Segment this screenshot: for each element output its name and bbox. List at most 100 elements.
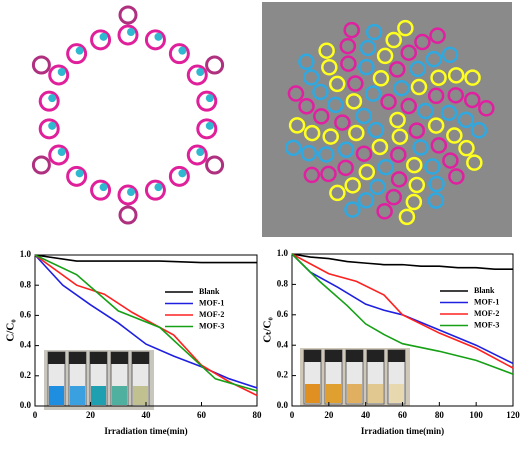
fragment (425, 50, 443, 68)
fragment (345, 93, 363, 110)
fragment (372, 70, 390, 87)
fragment (298, 97, 315, 115)
x-tick-label: 0 (290, 410, 295, 420)
solution (326, 384, 341, 403)
x-tick-label: 100 (469, 410, 483, 420)
fragment (339, 37, 357, 55)
x-axis-label: Irradiation time(min) (104, 426, 187, 436)
series-line (291, 253, 514, 369)
x-tick-label: 20 (324, 410, 334, 420)
fragment (357, 192, 375, 209)
fragment (320, 165, 337, 183)
fragment (424, 158, 441, 175)
fragment (303, 124, 321, 142)
fragment (400, 97, 417, 115)
y-tick-label: 0.2 (277, 370, 289, 380)
y-tick-label: 0.6 (20, 309, 32, 319)
atom (118, 5, 138, 25)
y-tick-label: 0.0 (20, 400, 32, 410)
vial-cap (48, 352, 65, 364)
fragment (430, 69, 447, 86)
fragment (429, 27, 446, 44)
fragment (300, 145, 318, 162)
legend-label: Blank (474, 286, 495, 295)
fragment (393, 79, 410, 97)
fragment (441, 46, 459, 64)
fragment (380, 93, 397, 111)
vial-cap (304, 350, 321, 362)
atom (57, 148, 66, 156)
crystal-structure-left (31, 5, 225, 225)
atom (205, 55, 225, 75)
fragment (463, 91, 481, 109)
fragment (417, 102, 434, 120)
y-tick-label: 0.0 (277, 400, 289, 410)
legend-label: MOF-1 (474, 297, 499, 306)
atom (38, 90, 60, 112)
atom (57, 68, 66, 76)
fragment (405, 193, 423, 211)
atom (205, 121, 214, 130)
x-tick-label: 0 (33, 410, 38, 420)
x-axis-label: Irradiation time(min) (361, 426, 444, 436)
fragment (371, 138, 389, 156)
solution (91, 386, 106, 405)
series-line (34, 254, 257, 264)
fragment (457, 111, 475, 129)
fragment (298, 53, 315, 71)
fragment (390, 171, 408, 188)
fragment (322, 128, 339, 145)
fragment (355, 145, 373, 162)
fragment (385, 31, 402, 49)
y-tick-label: 0.2 (20, 370, 32, 380)
vial-cap (367, 350, 384, 362)
fragment (344, 177, 361, 194)
fragment (359, 39, 377, 57)
y-axis-label: C/C₀ (5, 319, 17, 342)
atom (38, 118, 60, 140)
legend-label: MOF-1 (199, 298, 224, 307)
fragment (288, 117, 306, 134)
series-line (291, 253, 514, 375)
fragment (470, 122, 488, 139)
y-tick-label: 1.0 (20, 249, 32, 259)
x-tick-label: 40 (142, 410, 152, 420)
atom (66, 43, 88, 65)
solution (133, 386, 148, 405)
fragment (355, 107, 373, 125)
solution (347, 384, 362, 403)
fragment (321, 58, 338, 76)
fragment (303, 166, 321, 184)
series-line (291, 253, 514, 365)
fragment (442, 152, 459, 169)
fragment (364, 85, 382, 102)
fragment (285, 139, 302, 157)
fragment (410, 78, 428, 96)
atom (168, 165, 190, 187)
fragment (318, 42, 335, 59)
series-line (34, 254, 258, 392)
legend-label: MOF-3 (199, 321, 224, 330)
fragment (313, 108, 330, 125)
legend-label: MOF-2 (199, 310, 224, 319)
fragment (369, 178, 386, 196)
fragment (376, 47, 394, 65)
fragment (448, 168, 465, 185)
y-axis-label: Cₜ/C₀ (262, 317, 274, 343)
fragment (328, 75, 346, 93)
vial-cap (111, 352, 128, 364)
vial-cap (346, 350, 363, 362)
atom (99, 183, 108, 192)
series-line (34, 254, 258, 389)
atom (117, 24, 139, 46)
x-tick-label: 60 (197, 410, 207, 420)
atom (31, 155, 51, 175)
atom (75, 169, 84, 178)
vials (47, 349, 406, 407)
y-tick-label: 0.6 (277, 309, 289, 319)
atom (186, 144, 208, 166)
legend-label: MOF-3 (474, 320, 499, 329)
vial-cap (132, 352, 149, 364)
fragment (337, 141, 355, 158)
